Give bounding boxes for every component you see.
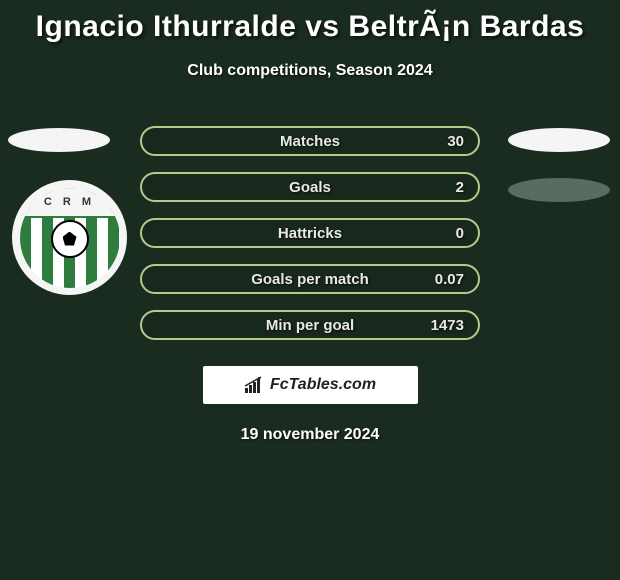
stat-row-matches: Matches 30 <box>140 126 480 156</box>
stat-label: Goals per match <box>251 271 369 288</box>
comparison-panel: C R M Matches 30 Goals 2 Hattricks 0 Goa… <box>0 120 620 360</box>
player-right-avatar <box>508 128 610 152</box>
stat-row-goals: Goals 2 <box>140 172 480 202</box>
club-badge-inner: C R M <box>20 188 120 288</box>
stat-value: 30 <box>447 133 464 150</box>
stat-label: Hattricks <box>278 225 342 242</box>
page-title: Ignacio Ithurralde vs BeltrÃ¡n Bardas <box>0 0 620 44</box>
stat-row-min-per-goal: Min per goal 1473 <box>140 310 480 340</box>
subtitle: Club competitions, Season 2024 <box>0 62 620 80</box>
stat-label: Min per goal <box>266 317 354 334</box>
stat-rows: Matches 30 Goals 2 Hattricks 0 Goals per… <box>140 126 480 356</box>
date-text: 19 november 2024 <box>0 426 620 444</box>
soccer-ball-icon <box>51 220 89 258</box>
stat-label: Goals <box>289 179 331 196</box>
stat-value: 0.07 <box>435 271 464 288</box>
club-letters: C R M <box>44 196 95 208</box>
bars-chart-icon <box>244 376 266 394</box>
player-left-avatar <box>8 128 110 152</box>
club-badge-left: C R M <box>12 180 127 295</box>
brand-name: FcTables.com <box>270 376 376 394</box>
player-right-club-placeholder <box>508 178 610 202</box>
stat-label: Matches <box>280 133 340 150</box>
stat-row-hattricks: Hattricks 0 <box>140 218 480 248</box>
stat-value: 1473 <box>431 317 464 334</box>
brand-box[interactable]: FcTables.com <box>203 366 418 404</box>
stat-value: 2 <box>456 179 464 196</box>
stat-value: 0 <box>456 225 464 242</box>
stat-row-goals-per-match: Goals per match 0.07 <box>140 264 480 294</box>
